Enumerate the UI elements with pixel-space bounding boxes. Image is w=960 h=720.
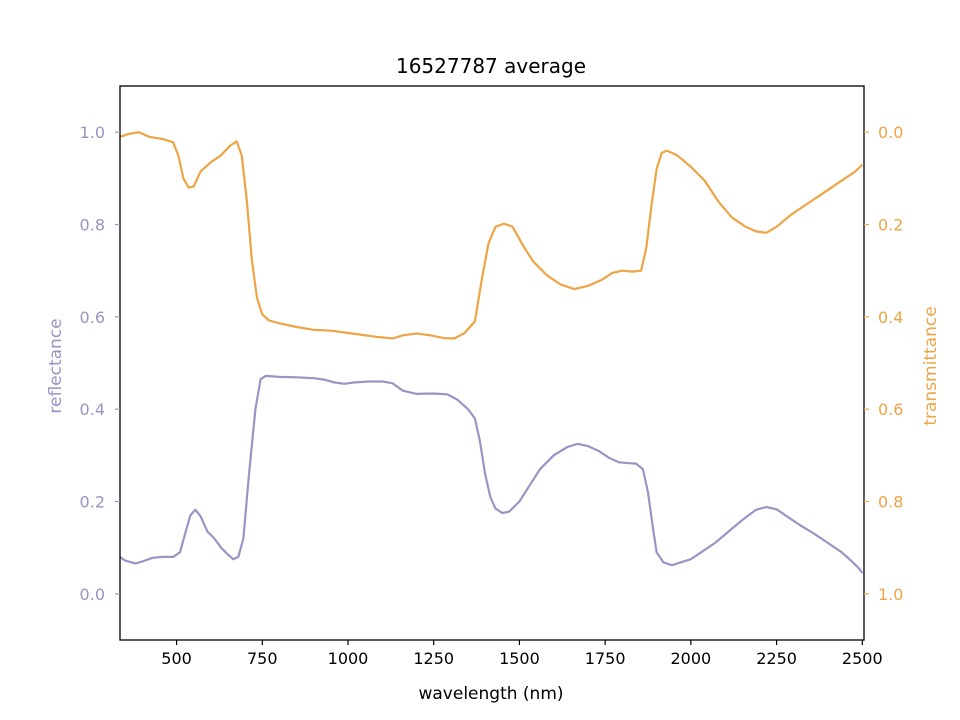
chart-title: 16527787 average (396, 54, 586, 78)
y-tick-label-left: 0.4 (80, 400, 105, 419)
y-tick-label-right: 0.8 (878, 493, 903, 512)
x-tick-label: 1750 (585, 649, 626, 668)
x-tick-label: 2500 (842, 649, 883, 668)
y-tick-label-right: 1.0 (878, 585, 903, 604)
axes: 500 750 1000 1250 1500 1750 2000 2250 2500 0.0 0.2… (80, 85, 903, 668)
reflectance-line (120, 374, 864, 574)
transmittance-line (120, 131, 864, 340)
y-tick-label-left: 0.2 (80, 493, 105, 512)
plot-area (120, 131, 864, 574)
y-tick-label-right: 0.4 (878, 308, 903, 327)
x-tick-label: 2250 (756, 649, 797, 668)
y-axis-label-right: transmittance (921, 306, 941, 425)
y-tick-label-left: 0.6 (80, 308, 105, 327)
x-tick-label: 500 (161, 649, 192, 668)
y-tick-label-left: 1.0 (80, 123, 105, 142)
plot-frame (119, 85, 865, 641)
x-tick-label: 1250 (413, 649, 454, 668)
x-tick-label: 1500 (499, 649, 540, 668)
y-tick-label-left: 0.8 (80, 216, 105, 235)
y-tick-label-right: 0.2 (878, 216, 903, 235)
y-tick-label-right: 0.6 (878, 400, 903, 419)
y-axis-label-left: reflectance (46, 318, 66, 413)
x-axis-label: wavelength (nm) (418, 684, 563, 704)
x-tick-label: 1000 (328, 649, 369, 668)
y-tick-label-right: 0.0 (878, 123, 903, 142)
y-tick-label-left: 0.0 (80, 585, 105, 604)
x-tick-label: 2000 (670, 649, 711, 668)
x-tick-label: 750 (247, 649, 278, 668)
